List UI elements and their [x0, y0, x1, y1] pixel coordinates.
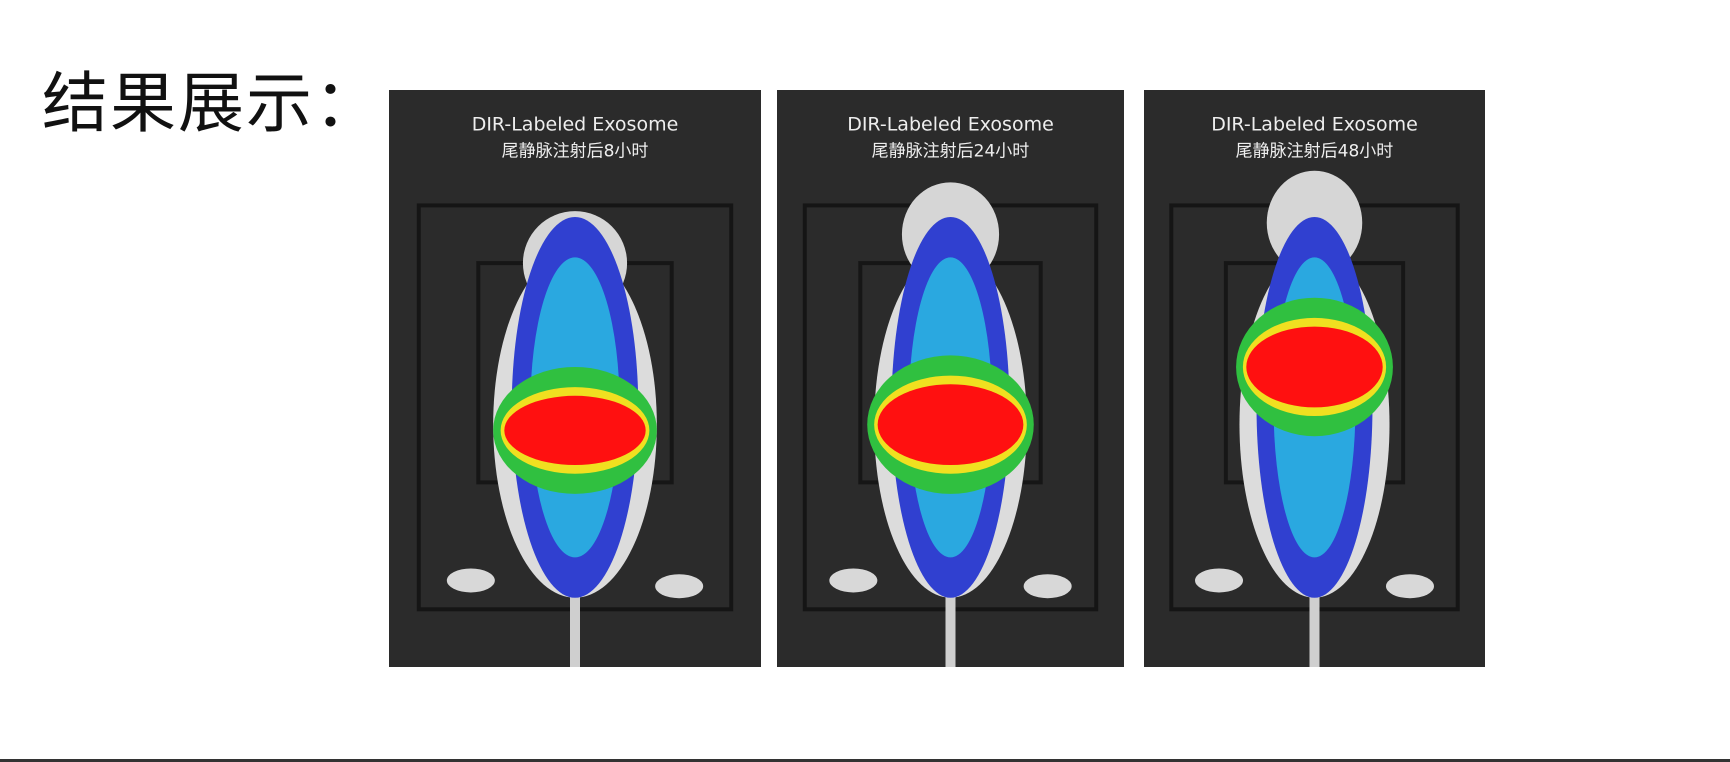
- slide-title: 结果展示：: [42, 65, 382, 142]
- image-panel: DIR-Labeled Exosome 尾静脉注射后24小时: [777, 90, 1124, 667]
- signal-red: [504, 395, 646, 466]
- panel-caption: 尾静脉注射后24小时: [872, 141, 1030, 161]
- mouse-foot: [446, 568, 495, 593]
- image-panel: DIR-Labeled Exosome 尾静脉注射后48小时: [1144, 90, 1485, 667]
- mouse-foot: [1385, 574, 1434, 599]
- signal-red: [1246, 326, 1383, 408]
- mouse-foot: [829, 568, 878, 593]
- panel-caption: 尾静脉注射后48小时: [1236, 141, 1394, 161]
- image-panel: DIR-Labeled Exosome 尾静脉注射后8小时: [389, 90, 761, 667]
- signal-red: [877, 384, 1024, 466]
- mouse-foot: [1023, 574, 1072, 599]
- mouse-tail: [1309, 551, 1320, 667]
- panel-label: DIR-Labeled Exosome: [472, 113, 679, 135]
- mouse-foot: [1195, 568, 1244, 593]
- mouse-tail: [570, 551, 580, 667]
- bottom-border: [0, 759, 1730, 762]
- panel-caption: 尾静脉注射后8小时: [502, 141, 649, 161]
- panel-label: DIR-Labeled Exosome: [1211, 113, 1418, 135]
- mouse-foot: [655, 574, 704, 599]
- mouse-tail: [945, 551, 956, 667]
- panel-label: DIR-Labeled Exosome: [847, 113, 1054, 135]
